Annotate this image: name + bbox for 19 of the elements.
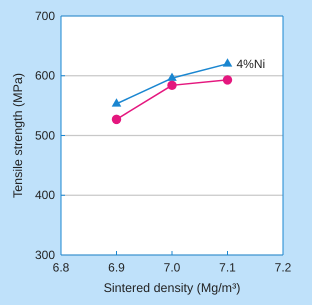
point bbox=[112, 114, 122, 124]
point bbox=[167, 72, 177, 81]
y-axis-title: Tensile strength (MPa) bbox=[11, 72, 25, 198]
y-tick-label: 700 bbox=[34, 8, 56, 23]
x-tick-label: 7.1 bbox=[219, 260, 236, 275]
y-tick-label: 500 bbox=[34, 128, 56, 142]
y-tick-label: 300 bbox=[34, 248, 56, 262]
y-tick-label: 600 bbox=[34, 68, 56, 83]
x-tick-label: 7.0 bbox=[164, 260, 181, 275]
point bbox=[222, 75, 232, 85]
point bbox=[167, 80, 177, 90]
x-tick-label: 6.8 bbox=[52, 260, 70, 275]
series-label: 4%Ni bbox=[236, 56, 266, 71]
point bbox=[222, 58, 232, 67]
y-tick-label: 400 bbox=[34, 188, 56, 202]
x-axis-title: Sintered density (Mg/m³) bbox=[104, 281, 240, 295]
x-tick-label: 6.9 bbox=[108, 260, 126, 275]
point bbox=[112, 98, 122, 107]
x-tick-label: 7.2 bbox=[274, 260, 292, 275]
